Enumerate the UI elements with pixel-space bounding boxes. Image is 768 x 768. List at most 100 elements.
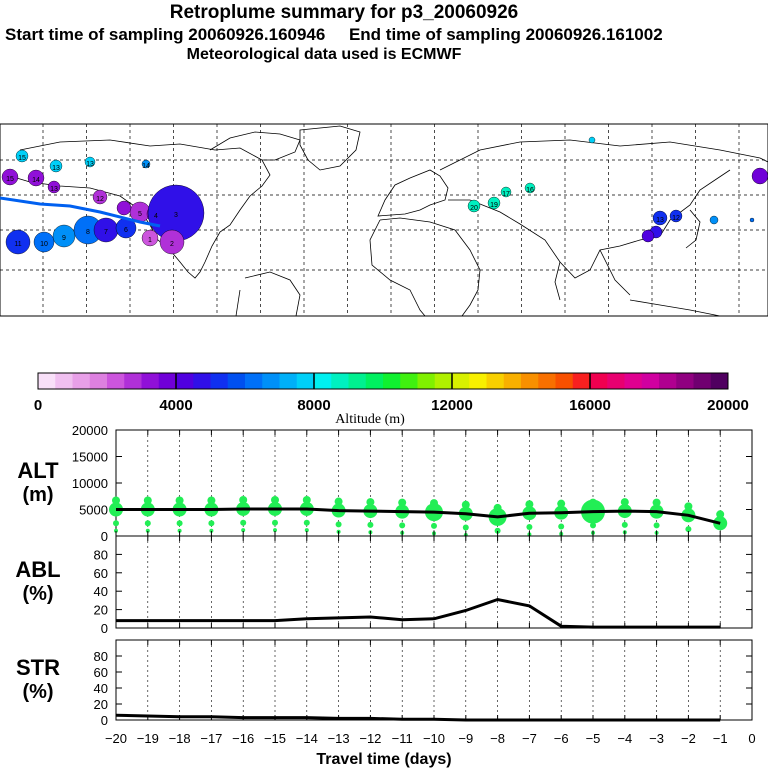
colorbar-tick-label: 16000 [569, 397, 611, 414]
colorbar-swatch [486, 373, 505, 389]
alt-scatter-point [620, 498, 629, 507]
plume-point-label: 12 [672, 215, 680, 222]
colorbar-swatch [383, 373, 401, 389]
y-tick-label: 0 [101, 529, 108, 544]
colorbar-frame [37, 372, 729, 390]
x-tick-label: −1 [713, 731, 728, 746]
y-tick-label: 80 [94, 649, 108, 664]
x-tick-label: −18 [169, 731, 191, 746]
colorbar-swatch [607, 373, 625, 389]
colorbar-swatch [331, 373, 349, 389]
plume-point [500, 186, 512, 198]
colorbar-swatch [503, 373, 522, 389]
plume-point [751, 167, 768, 185]
alt-scatter-point [112, 496, 120, 505]
plume-point-label: 1 [148, 237, 152, 244]
sampling-time-line: Start time of sampling 20060926.160946 E… [5, 25, 663, 44]
colorbar-swatch [210, 373, 229, 389]
plume-point-label: 14 [32, 177, 40, 184]
colorbar-swatch [417, 373, 436, 389]
plume-point-label: 2 [170, 241, 174, 248]
plume-point-label: 15 [18, 155, 26, 162]
alt-scatter-point [653, 522, 660, 529]
alt-scatter-point [303, 519, 310, 526]
plume-point-label: 7 [104, 229, 108, 236]
alt-scatter-point [208, 520, 215, 527]
x-tick-label: −13 [328, 731, 350, 746]
y-axis-label-unit: (%) [22, 583, 53, 605]
plume-point [49, 159, 63, 173]
alt-scatter-point [113, 520, 119, 527]
plume-point [669, 209, 683, 223]
x-tick-label: −7 [522, 731, 537, 746]
colorbar-tick-label: 20000 [707, 397, 749, 414]
plume-point [652, 210, 668, 226]
plume-point-label: 11 [14, 241, 21, 248]
y-tick-label: 20 [94, 697, 108, 712]
x-tick-label: −19 [137, 731, 159, 746]
y-tick-label: 40 [94, 681, 108, 696]
abl-line [116, 597, 721, 629]
plume-point [84, 156, 96, 168]
colorbar-swatch [521, 373, 539, 389]
colorbar-swatch [710, 373, 729, 389]
y-tick-label: 60 [94, 665, 108, 680]
alt-scatter-point [177, 528, 182, 533]
colorbar-tick-label: 12000 [431, 397, 473, 414]
plume-point [47, 180, 61, 194]
colorbar-swatch [624, 373, 643, 389]
alt-scatter-point [525, 500, 534, 509]
altitude-colorbar: 0 4000 8000 12000 16000 20000 Altitude (m) [34, 372, 749, 427]
alt-scatter-point [558, 523, 565, 530]
x-tick-label: −9 [458, 731, 473, 746]
alt-scatter-point [241, 528, 246, 533]
plume-point [467, 199, 481, 213]
plume-point-label: 8 [86, 229, 90, 236]
alt-scatter-point [431, 522, 437, 529]
plume-point-label: 3 [174, 212, 178, 219]
plume-point [27, 169, 45, 187]
world-map: 15 13 13 14 16 17 19 20 15 14 13 12 11 10 9 8 7 6 5 4 3 2 1 13 1… [0, 123, 768, 317]
plume-track [0, 196, 161, 228]
colorbar-swatch [245, 373, 263, 389]
plume-point [749, 217, 755, 223]
alt-scatter-point [398, 498, 407, 507]
plume-point-label: 9 [62, 235, 66, 242]
plume-point-label: 14 [142, 163, 150, 170]
colorbar-swatch [279, 373, 298, 389]
y-axis-label-unit: (m) [22, 484, 53, 506]
plume-point-label: 13 [656, 217, 664, 224]
alt-scatter-point [366, 498, 375, 507]
alt-scatter-point [304, 528, 309, 533]
x-tick-label: −6 [554, 731, 569, 746]
alt-scatter-point [143, 496, 152, 505]
alt-scatter-point [239, 495, 248, 504]
alt-panel: 0 5000 10000 15000 20000 ALT(m) [17, 423, 753, 544]
alt-scatter-point [684, 502, 693, 511]
alt-scatter-point [716, 510, 725, 519]
plume-point [487, 196, 501, 210]
plume-point-label: 15 [6, 176, 14, 183]
x-axis-label: Travel time (days) [316, 751, 451, 768]
y-axis-label-main: STR [16, 655, 60, 680]
alt-scatter-point [589, 498, 597, 507]
alt-scatter-point [462, 524, 469, 531]
alt-scatter-point [461, 500, 470, 509]
x-tick-label: 0 [748, 731, 755, 746]
alt-scatter-point [526, 523, 533, 530]
plume-point [52, 224, 76, 248]
alt-scatter-point [114, 528, 118, 533]
plume-point [159, 229, 185, 255]
alt-scatter-point [494, 527, 501, 534]
x-tick-label: −17 [200, 731, 222, 746]
plume-point [5, 229, 31, 255]
colorbar-swatch [141, 373, 160, 389]
colorbar-swatch [348, 373, 367, 389]
chart-title: Retroplume summary for p3_20060926 [169, 2, 519, 23]
plume-point-label: 20 [470, 205, 478, 212]
plume-point [709, 215, 719, 225]
alt-scatter-point [207, 496, 216, 505]
plume-point-label: 16 [526, 187, 534, 194]
alt-scatter-point [652, 498, 661, 507]
